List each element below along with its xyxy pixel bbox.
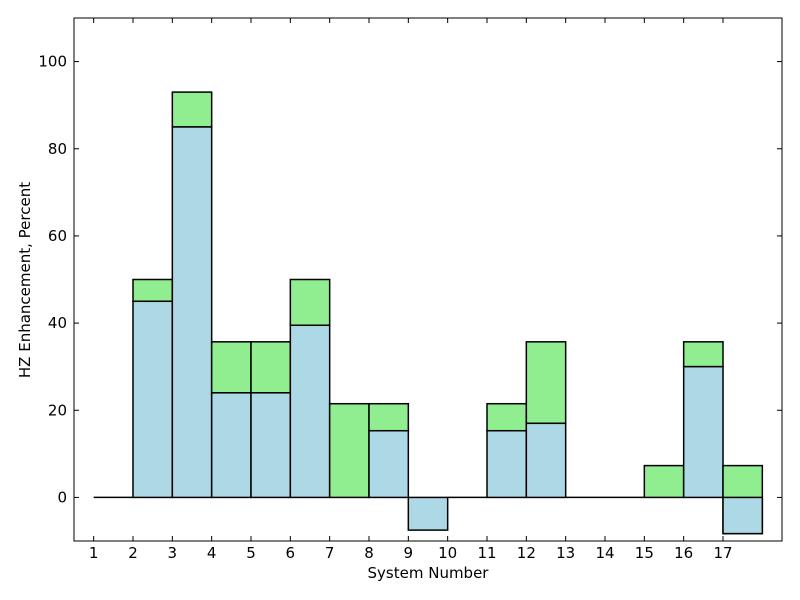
bar-blue-3: [171, 126, 213, 499]
plot-frame: [73, 17, 783, 542]
bar-green-5: [250, 341, 292, 394]
bar-green-4: [210, 341, 252, 394]
x-tick-label: 7: [325, 544, 335, 562]
x-tick-label: 10: [438, 544, 457, 562]
bars-layer: [93, 91, 764, 535]
x-tick-label: 16: [674, 544, 693, 562]
y-tick-label: 40: [48, 314, 67, 332]
bar-green-3: [171, 91, 213, 128]
bar-green-7: [328, 402, 370, 499]
x-tick-label: 4: [207, 544, 217, 562]
bar-blue-6: [289, 324, 331, 499]
y-axis-label: HZ Enhancement, Percent: [16, 182, 34, 378]
bar-green-2: [132, 278, 174, 303]
x-tick-label: 5: [246, 544, 256, 562]
bar-green-12: [525, 341, 567, 425]
x-tick-label: 8: [364, 544, 374, 562]
bar-green-15: [643, 464, 685, 499]
bar-blue-17: [722, 496, 764, 535]
x-tick-label: 12: [517, 544, 536, 562]
bar-blue-12: [525, 422, 567, 499]
bar-blue-16: [682, 365, 724, 499]
x-tick-label: 11: [477, 544, 496, 562]
bar-blue-9: [407, 496, 449, 531]
bar-blue-4: [210, 392, 252, 499]
x-tick-label: 2: [128, 544, 138, 562]
x-tick-label: 1: [89, 544, 99, 562]
x-tick-label: 6: [286, 544, 296, 562]
x-tick-label: 13: [556, 544, 575, 562]
y-tick-label: 20: [48, 401, 67, 419]
y-tick-label: 100: [38, 53, 67, 71]
x-tick-label: 14: [595, 544, 614, 562]
y-tick-label: 60: [48, 227, 67, 245]
x-axis-label: System Number: [368, 564, 490, 582]
bar-blue-11: [486, 429, 528, 499]
bar-green-8: [368, 402, 410, 432]
bar-blue-2: [132, 300, 174, 499]
y-tick-label: 0: [57, 488, 67, 506]
bar-green-16: [682, 341, 724, 368]
y-tick-label: 80: [48, 140, 67, 158]
x-tick-label: 17: [713, 544, 732, 562]
x-tick-label: 3: [168, 544, 178, 562]
bar-blue-5: [250, 392, 292, 499]
x-tick-label: 9: [404, 544, 414, 562]
bar-blue-8: [368, 429, 410, 499]
bar-green-11: [486, 402, 528, 432]
x-tick-label: 15: [635, 544, 654, 562]
bar-green-6: [289, 278, 331, 327]
